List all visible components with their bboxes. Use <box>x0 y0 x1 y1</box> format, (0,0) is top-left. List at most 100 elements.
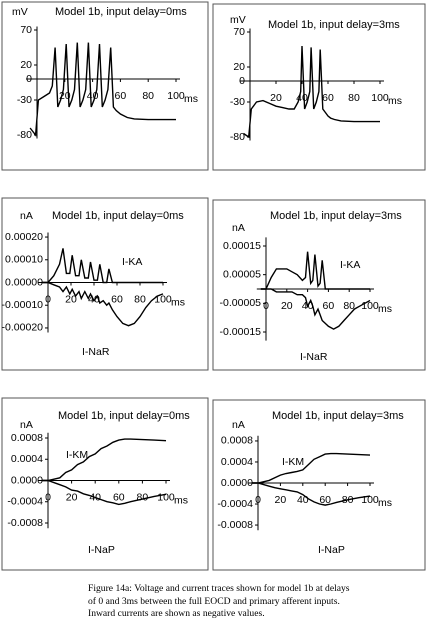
x-tick-label: 40 <box>88 293 100 305</box>
chart-title: Model 1b, input delay=0ms <box>52 210 184 222</box>
x-tick-label: 20 <box>275 494 287 506</box>
x-axis-label: ms <box>378 497 392 509</box>
x-tick-label: 0 <box>45 491 51 503</box>
x-tick-label: 20 <box>59 90 71 102</box>
trace <box>243 45 380 139</box>
x-tick-label: 60 <box>323 300 335 312</box>
x-tick-label: 60 <box>319 494 331 506</box>
x-tick-label: 40 <box>296 92 308 104</box>
trace <box>252 482 371 506</box>
y-tick-label: 0.0008 <box>221 435 253 447</box>
chart-title: Model 1b, input delay=0ms <box>55 6 187 18</box>
caption: Figure 14a: Voltage and current traces s… <box>88 583 350 619</box>
panel-frame <box>212 399 426 571</box>
chart-title: Model 1b, input delay=3ms <box>268 19 400 31</box>
x-axis-label: ms <box>184 93 198 105</box>
x-tick-label: 100 <box>154 293 172 305</box>
x-tick-label: 20 <box>66 491 78 503</box>
y-tick-label: 0 <box>26 73 32 85</box>
x-tick-label: 60 <box>111 293 123 305</box>
y-tick-label: -30 <box>230 96 245 108</box>
x-tick-label: 40 <box>297 494 309 506</box>
y-axis-label: nA <box>232 222 245 234</box>
y-tick-label: 0.00005 <box>223 268 261 280</box>
figure: Model 1b, input delay=0msmV70200-30-8020… <box>1 1 426 571</box>
x-axis-label: ms <box>171 296 185 308</box>
y-tick-label: -0.0008 <box>217 519 253 531</box>
y-tick-label: -0.00020 <box>2 322 44 334</box>
series-label: I-KA <box>122 256 142 268</box>
series-label: I-KA <box>340 259 360 271</box>
y-axis-label: nA <box>20 419 33 431</box>
x-tick-label: 80 <box>343 300 355 312</box>
panel-frame <box>1 197 209 371</box>
trace <box>42 479 167 506</box>
y-tick-label: 0.0008 <box>11 432 43 444</box>
x-tick-label: 60 <box>322 92 334 104</box>
y-tick-label: 0.00020 <box>5 231 43 243</box>
y-tick-label: -80 <box>230 131 245 143</box>
y-tick-label: -0.00010 <box>2 299 44 311</box>
trace <box>260 251 370 290</box>
x-axis-label: ms <box>388 95 402 107</box>
panel-frame <box>212 199 426 371</box>
trace <box>29 42 176 137</box>
y-tick-label: 0.00015 <box>223 240 261 252</box>
x-axis-label: ms <box>378 303 392 315</box>
y-axis-label: mV <box>230 14 246 26</box>
x-tick-label: 20 <box>65 293 77 305</box>
y-axis-label: nA <box>20 210 33 222</box>
x-tick-label: 100 <box>167 90 185 102</box>
trace <box>260 288 371 330</box>
x-tick-label: 20 <box>281 300 293 312</box>
y-tick-label: 0.0004 <box>221 456 253 468</box>
x-tick-label: 60 <box>113 491 125 503</box>
y-tick-label: 0.0004 <box>11 453 43 465</box>
x-tick-label: 0 <box>255 494 261 506</box>
y-tick-label: -0.0004 <box>217 498 253 510</box>
y-tick-label: 0.0000 <box>221 477 253 489</box>
x-tick-label: 80 <box>348 92 360 104</box>
x-tick-label: 0 <box>263 300 269 312</box>
y-tick-label: 70 <box>233 26 245 38</box>
series-label: I-KM <box>66 449 88 461</box>
x-tick-label: 40 <box>87 90 99 102</box>
y-tick-label: 20 <box>20 59 32 71</box>
x-tick-label: 60 <box>115 90 127 102</box>
x-tick-label: 100 <box>157 491 175 503</box>
series-label: I-KM <box>282 456 304 468</box>
x-tick-label: 0 <box>45 293 51 305</box>
panel-frame <box>1 1 209 171</box>
y-tick-label: 0 <box>239 75 245 87</box>
trace <box>42 438 167 482</box>
y-tick-label: -80 <box>17 129 32 141</box>
chart-title: Model 1b, input delay=3ms <box>272 410 404 422</box>
chart-title: Model 1b, input delay=0ms <box>58 410 190 422</box>
y-tick-label: -0.00005 <box>220 297 262 309</box>
series-label: I-NaP <box>318 544 345 556</box>
y-tick-label: -30 <box>17 94 32 106</box>
y-tick-label: -0.0004 <box>7 496 43 508</box>
y-axis-label: mV <box>12 6 28 18</box>
y-tick-label: 20 <box>233 61 245 73</box>
y-tick-label: -0.00015 <box>220 326 262 338</box>
y-tick-label: -0.0008 <box>7 517 43 529</box>
x-tick-label: 100 <box>371 92 389 104</box>
y-axis-label: nA <box>232 419 245 431</box>
x-tick-label: 80 <box>142 90 154 102</box>
panel-frame <box>1 397 209 571</box>
series-label: I-NaR <box>300 351 328 363</box>
y-tick-label: 0.00010 <box>5 254 43 266</box>
x-tick-label: 100 <box>361 300 379 312</box>
x-axis-label: ms <box>174 494 188 506</box>
x-tick-label: 80 <box>134 293 146 305</box>
y-tick-label: 0.00000 <box>5 276 43 288</box>
x-tick-label: 20 <box>270 92 282 104</box>
panel-frame <box>212 3 426 171</box>
y-tick-label: 0.0000 <box>11 474 43 486</box>
series-label: I-NaP <box>88 544 115 556</box>
x-tick-label: 80 <box>137 491 149 503</box>
x-tick-label: 100 <box>361 494 379 506</box>
trace <box>42 281 164 327</box>
